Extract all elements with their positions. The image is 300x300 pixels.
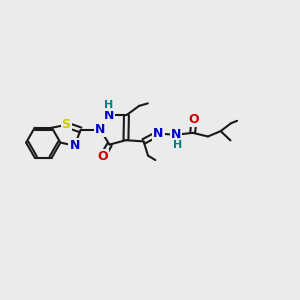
Text: O: O (97, 150, 108, 163)
Text: N: N (70, 139, 80, 152)
Text: H: H (104, 100, 113, 110)
Text: N: N (95, 123, 105, 136)
Text: N: N (171, 128, 181, 141)
Text: N: N (153, 127, 164, 140)
Text: O: O (189, 113, 199, 126)
Text: N: N (103, 109, 114, 122)
Text: S: S (61, 118, 70, 131)
Text: H: H (173, 140, 183, 150)
